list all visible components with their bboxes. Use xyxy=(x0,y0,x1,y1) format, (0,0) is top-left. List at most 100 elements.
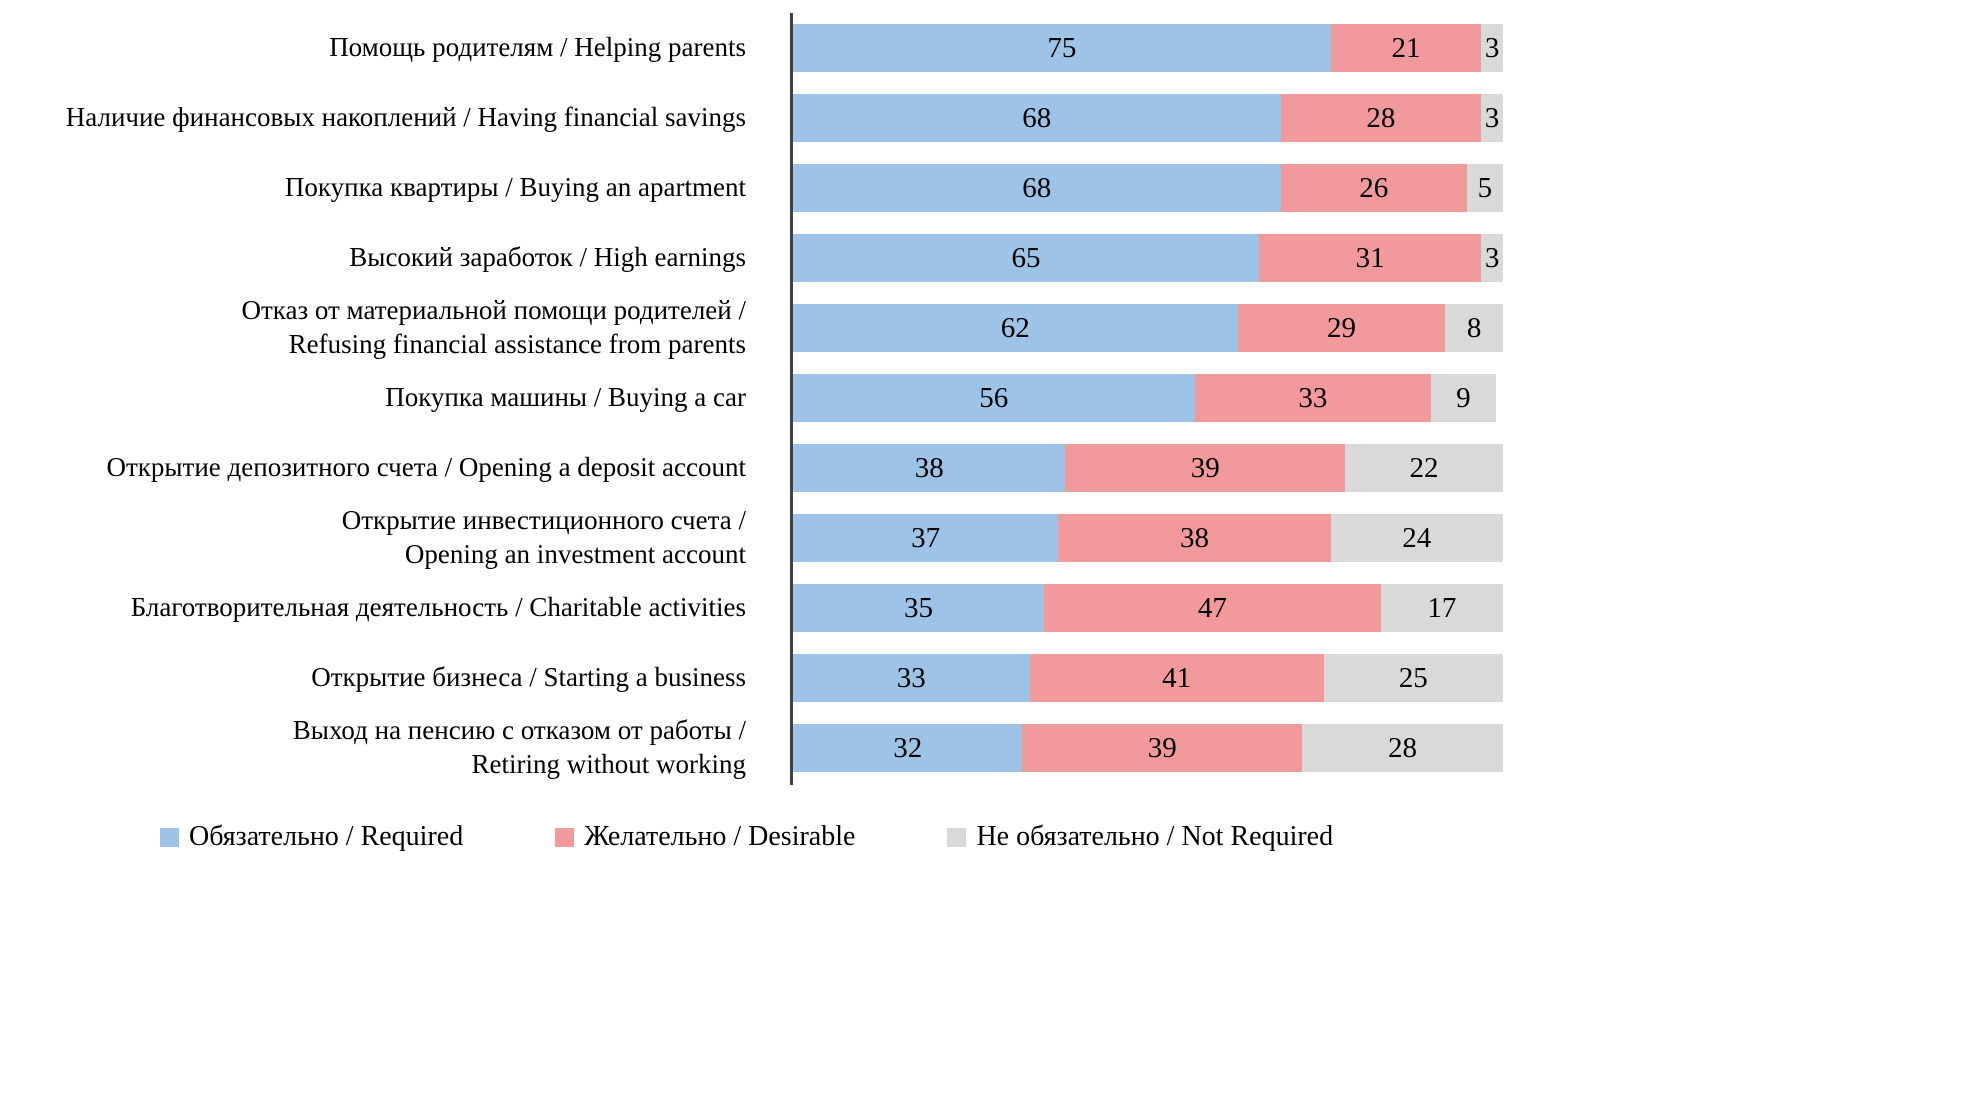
bar-value: 62 xyxy=(1000,311,1030,344)
bar-value: 38 xyxy=(914,451,944,484)
bar-segment: 38 xyxy=(793,444,1066,492)
bar-value: 21 xyxy=(1391,31,1421,64)
category-label: Отказ от материальной помощи родителей /… xyxy=(241,295,746,359)
bar-value: 68 xyxy=(1022,171,1052,204)
bar-value: 39 xyxy=(1147,731,1177,764)
bar-value: 28 xyxy=(1366,101,1396,134)
chart-row: Помощь родителям / Helping parents 75 21 3 xyxy=(0,13,1974,83)
bar-segment: 38 xyxy=(1058,514,1331,562)
legend: Обязательно / Required Желательно / Desir… xyxy=(0,821,1974,853)
bar-segment: 33 xyxy=(1194,374,1432,422)
bar-stack: 37 38 24 xyxy=(793,514,1510,562)
bar-value: 65 xyxy=(1011,241,1041,274)
bar-stack: 68 28 3 xyxy=(793,94,1510,142)
bar-value: 37 xyxy=(911,521,941,554)
legend-label: Обязательно / Required xyxy=(189,821,464,852)
bar-segment: 39 xyxy=(1022,724,1303,772)
bar-segment: 31 xyxy=(1259,234,1482,282)
legend-swatch-icon xyxy=(160,827,179,847)
bar-segment: 3 xyxy=(1481,24,1503,72)
bar-segment: 8 xyxy=(1445,304,1503,352)
bar-segment: 3 xyxy=(1481,234,1503,282)
bar-value: 29 xyxy=(1326,311,1356,344)
bar-value: 47 xyxy=(1197,591,1227,624)
bar-segment: 65 xyxy=(793,234,1260,282)
bar-stack: 62 29 8 xyxy=(793,304,1510,352)
bar-value: 56 xyxy=(979,381,1009,414)
legend-label: Желательно / Desirable xyxy=(584,821,856,852)
legend-swatch-icon xyxy=(947,827,967,847)
bar-value: 38 xyxy=(1180,521,1209,554)
bar-value: 68 xyxy=(1022,101,1052,134)
bar-segment: 33 xyxy=(793,654,1030,702)
bar-stack: 75 21 3 xyxy=(793,24,1510,72)
chart-row: Отказ от материальной помощи родителей /… xyxy=(0,293,1974,363)
bar-value: 39 xyxy=(1190,451,1220,484)
chart-row: Покупка машины / Buying a car 56 33 9 xyxy=(0,363,1974,433)
bar-stack: 35 47 17 xyxy=(793,584,1510,632)
category-label: Выход на пенсию с отказом от работы / Re… xyxy=(292,715,746,779)
legend-label: Не обязательно / Not Required xyxy=(976,821,1334,852)
bar-segment: 37 xyxy=(793,514,1059,562)
chart-row: Открытие бизнеса / Starting a business 33… xyxy=(0,643,1974,713)
bar-value: 32 xyxy=(893,731,923,764)
bar-value: 35 xyxy=(903,591,933,624)
bar-segment: 32 xyxy=(793,724,1023,772)
chart-row: Благотворительная деятельность / Charita… xyxy=(0,573,1974,643)
bar-value: 28 xyxy=(1387,731,1417,764)
bar-value: 26 xyxy=(1359,171,1389,204)
bar-value: 8 xyxy=(1466,311,1482,344)
category-label: Благотворительная деятельность / Charita… xyxy=(130,592,746,623)
chart-row: Наличие финансовых накоплений / Having f… xyxy=(0,83,1974,153)
bar-segment: 26 xyxy=(1280,164,1467,212)
bar-segment: 28 xyxy=(1302,724,1503,772)
bar-segment: 29 xyxy=(1237,304,1446,352)
bar-segment: 25 xyxy=(1323,654,1503,702)
bar-segment: 41 xyxy=(1029,654,1324,702)
category-label: Наличие финансовых накоплений / Having f… xyxy=(65,102,746,133)
chart-row: Открытие инвестиционного счета / Opening… xyxy=(0,503,1974,573)
bar-segment: 21 xyxy=(1330,24,1482,72)
bar-segment: 22 xyxy=(1345,444,1503,492)
chart-rows: Помощь родителям / Helping parents 75 21 3 Н… xyxy=(0,13,1974,783)
bar-segment: 3 xyxy=(1481,94,1503,142)
category-label: Покупка квартиры / Buying an apartment xyxy=(284,172,746,203)
bar-segment: 39 xyxy=(1065,444,1346,492)
legend-swatch-icon xyxy=(555,827,575,847)
category-label: Высокий заработок / High earnings xyxy=(349,242,746,273)
chart-row: Открытие депозитного счета / Opening a d… xyxy=(0,433,1974,503)
bar-value: 41 xyxy=(1162,661,1192,694)
bar-segment: 35 xyxy=(793,584,1044,632)
category-label: Покупка машины / Buying a car xyxy=(385,382,746,413)
bar-value: 9 xyxy=(1456,381,1471,414)
category-label: Помощь родителям / Helping parents xyxy=(329,32,746,63)
bar-segment: 75 xyxy=(793,24,1331,72)
bar-value: 31 xyxy=(1355,241,1385,274)
bar-value: 22 xyxy=(1409,451,1439,484)
category-label: Открытие депозитного счета / Opening a d… xyxy=(106,452,746,483)
bar-value: 75 xyxy=(1047,31,1077,64)
bar-stack: 32 39 28 xyxy=(793,724,1510,772)
category-axis-line xyxy=(790,13,793,785)
legend-item: Обязательно / Required xyxy=(160,821,463,853)
bar-segment: 47 xyxy=(1043,584,1381,632)
bar-value: 3 xyxy=(1484,101,1500,134)
bar-segment: 68 xyxy=(793,164,1281,212)
bar-segment: 9 xyxy=(1431,374,1496,422)
bar-value: 24 xyxy=(1402,521,1432,554)
bar-value: 3 xyxy=(1484,31,1500,64)
bar-value: 25 xyxy=(1398,661,1428,694)
bar-segment: 62 xyxy=(793,304,1238,352)
bar-segment: 24 xyxy=(1330,514,1503,562)
bar-segment: 68 xyxy=(793,94,1281,142)
stacked-bar-chart: Помощь родителям / Helping parents 75 21 3 Н… xyxy=(0,13,1974,785)
bar-segment: 17 xyxy=(1380,584,1503,632)
bar-stack: 56 33 9 xyxy=(793,374,1510,422)
bar-value: 33 xyxy=(1298,381,1328,414)
chart-row: Покупка квартиры / Buying an apartment 68… xyxy=(0,153,1974,223)
bar-stack: 38 39 22 xyxy=(793,444,1510,492)
bar-value: 5 xyxy=(1477,171,1493,204)
legend-item: Не обязательно / Not Required xyxy=(947,821,1333,853)
bar-stack: 65 31 3 xyxy=(793,234,1510,282)
